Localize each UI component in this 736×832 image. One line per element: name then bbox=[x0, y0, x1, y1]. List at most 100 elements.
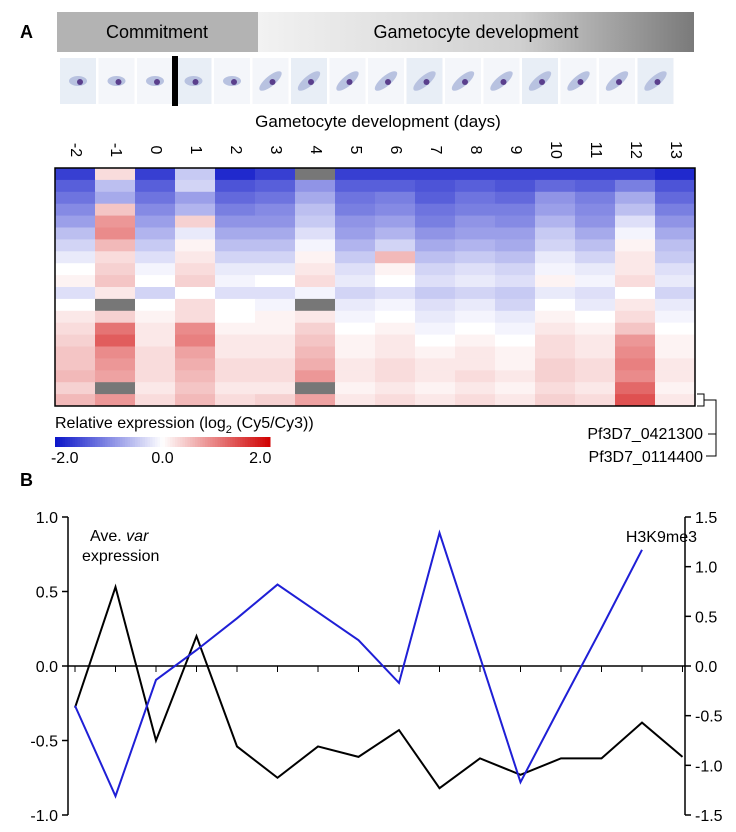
heatmap-cell bbox=[215, 192, 256, 204]
heatmap-cell bbox=[295, 263, 336, 275]
heatmap-cell bbox=[255, 192, 296, 204]
heatmap-cell bbox=[415, 311, 456, 323]
heatmap-cell bbox=[655, 204, 696, 216]
heatmap-cell bbox=[335, 192, 376, 204]
y-tick-label: 0.0 bbox=[36, 659, 58, 676]
heatmap-cell bbox=[495, 370, 536, 382]
heatmap-cell bbox=[215, 168, 256, 180]
heatmap-cell bbox=[455, 358, 496, 370]
cell-nucleus bbox=[462, 79, 468, 85]
x-tick-label: 10 bbox=[547, 141, 564, 159]
heatmap-cell bbox=[455, 394, 496, 406]
heatmap-cell bbox=[335, 204, 376, 216]
y-tick-label: -0.5 bbox=[30, 734, 58, 751]
series-label-part: Ave. bbox=[90, 528, 126, 545]
heatmap-cell bbox=[55, 287, 96, 299]
heatmap-cell bbox=[495, 204, 536, 216]
heatmap-cell bbox=[615, 168, 656, 180]
heatmap-cell bbox=[415, 263, 456, 275]
heatmap-cell bbox=[215, 228, 256, 240]
heatmap-cell bbox=[415, 251, 456, 263]
heatmap-cell bbox=[255, 251, 296, 263]
heatmap-cell bbox=[175, 335, 216, 347]
cell-nucleus bbox=[616, 79, 622, 85]
colorbar-tick-label: -2.0 bbox=[51, 450, 79, 467]
heatmap-cell bbox=[215, 204, 256, 216]
heatmap-cell bbox=[375, 335, 416, 347]
heatmap-cell bbox=[575, 299, 616, 311]
heatmap-cell bbox=[655, 323, 696, 335]
heatmap-cell bbox=[215, 216, 256, 228]
heatmap-cell bbox=[615, 263, 656, 275]
heatmap-cell bbox=[55, 323, 96, 335]
heatmap-cell bbox=[495, 192, 536, 204]
heatmap-cell bbox=[415, 180, 456, 192]
heatmap-cell bbox=[415, 216, 456, 228]
heatmap-cell bbox=[415, 382, 456, 394]
heatmap-cell bbox=[455, 180, 496, 192]
heatmap-cell bbox=[215, 180, 256, 192]
heatmap-cell bbox=[495, 323, 536, 335]
heatmap-cell bbox=[255, 370, 296, 382]
panel-label: A bbox=[20, 22, 33, 42]
heatmap-cell bbox=[215, 239, 256, 251]
heatmap-cell bbox=[415, 299, 456, 311]
heatmap-cell bbox=[95, 370, 136, 382]
heatmap-cell bbox=[215, 335, 256, 347]
heatmap-cell bbox=[95, 168, 136, 180]
heatmap-cell bbox=[135, 335, 176, 347]
heatmap-cell bbox=[55, 358, 96, 370]
cell-nucleus bbox=[270, 79, 276, 85]
cell-nucleus bbox=[154, 79, 160, 85]
stage-label: Gametocyte development bbox=[373, 22, 578, 42]
heatmap-cell bbox=[535, 263, 576, 275]
heatmap-cell bbox=[55, 347, 96, 359]
y2-tick-label: 1.5 bbox=[695, 510, 717, 527]
y-tick-label: 0.5 bbox=[36, 585, 58, 602]
heatmap-cell bbox=[95, 180, 136, 192]
heatmap-cell bbox=[255, 216, 296, 228]
heatmap-cell bbox=[375, 394, 416, 406]
x-axis-title: Gametocyte development (days) bbox=[255, 112, 501, 131]
y-tick-label: 1.0 bbox=[36, 510, 58, 527]
heatmap-cell bbox=[535, 204, 576, 216]
heatmap-cell bbox=[255, 394, 296, 406]
heatmap-cell bbox=[215, 263, 256, 275]
heatmap-cell bbox=[335, 323, 376, 335]
heatmap-cell bbox=[495, 168, 536, 180]
heatmap-cell bbox=[655, 287, 696, 299]
heatmap-cell bbox=[455, 251, 496, 263]
heatmap-cell bbox=[335, 299, 376, 311]
heatmap-cell bbox=[335, 228, 376, 240]
heatmap-cell bbox=[655, 168, 696, 180]
heatmap-cell bbox=[655, 228, 696, 240]
heatmap-cell bbox=[95, 192, 136, 204]
heatmap-cell bbox=[615, 180, 656, 192]
missing-cell bbox=[95, 299, 136, 311]
heatmap-cell bbox=[415, 275, 456, 287]
heatmap-cell bbox=[415, 370, 456, 382]
heatmap-cell bbox=[215, 299, 256, 311]
heatmap-cell bbox=[255, 204, 296, 216]
heatmap-cell bbox=[655, 382, 696, 394]
heatmap-cell bbox=[655, 216, 696, 228]
heatmap-cell bbox=[495, 251, 536, 263]
heatmap-cell bbox=[335, 311, 376, 323]
heatmap-cell bbox=[575, 251, 616, 263]
heatmap-cell bbox=[215, 347, 256, 359]
heatmap-cell bbox=[335, 168, 376, 180]
heatmap-cell bbox=[55, 370, 96, 382]
heatmap-cell bbox=[135, 180, 176, 192]
heatmap-cell bbox=[335, 370, 376, 382]
heatmap-cell bbox=[375, 358, 416, 370]
heatmap-cell bbox=[55, 394, 96, 406]
x-tick-label: 9 bbox=[507, 146, 524, 155]
heatmap-cell bbox=[55, 204, 96, 216]
heatmap-cell bbox=[655, 275, 696, 287]
y2-tick-label: -1.5 bbox=[695, 808, 723, 825]
heatmap-cell bbox=[135, 216, 176, 228]
heatmap-cell bbox=[135, 311, 176, 323]
x-tick-label: 4 bbox=[307, 146, 324, 155]
heatmap-cell bbox=[55, 192, 96, 204]
heatmap-cell bbox=[55, 275, 96, 287]
